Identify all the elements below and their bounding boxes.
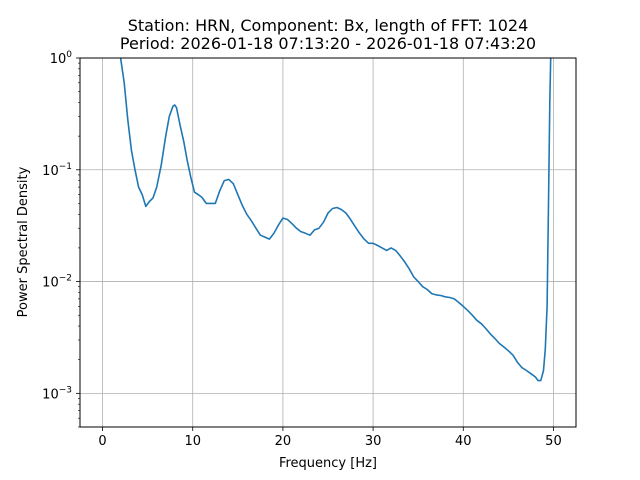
y-tick-exponent: −2 bbox=[59, 274, 72, 284]
y-tick-label: 10−2 bbox=[42, 274, 72, 291]
chart-title-line2: Period: 2026-01-18 07:13:20 - 2026-01-18… bbox=[120, 34, 536, 53]
data-series bbox=[119, 58, 552, 382]
x-axis-label: Frequency [Hz] bbox=[279, 456, 377, 471]
plot-frame bbox=[79, 57, 577, 428]
y-tick-base: 10 bbox=[50, 52, 67, 67]
y-tick-label: 10−1 bbox=[42, 162, 72, 179]
x-tick-label: 50 bbox=[545, 434, 562, 449]
y-axis-label: Power Spectral Density bbox=[16, 166, 31, 317]
y-tick-exponent: −3 bbox=[59, 385, 72, 395]
y-tick-exponent: −1 bbox=[59, 162, 72, 172]
x-tick-label: 20 bbox=[275, 434, 292, 449]
y-tick-label: 10−3 bbox=[42, 385, 72, 402]
psd-series-line bbox=[119, 58, 552, 382]
y-tick-base: 10 bbox=[42, 387, 59, 402]
x-tick-label: 40 bbox=[455, 434, 472, 449]
y-tick-exponent: 0 bbox=[66, 50, 72, 60]
x-tick-label: 10 bbox=[184, 434, 201, 449]
y-tick-base: 10 bbox=[42, 164, 59, 179]
chart-title-line1: Station: HRN, Component: Bx, length of F… bbox=[128, 16, 529, 35]
y-tick-base: 10 bbox=[42, 276, 59, 291]
x-tick-label: 0 bbox=[98, 434, 106, 449]
y-tick-label: 100 bbox=[50, 50, 73, 67]
x-tick-label: 30 bbox=[365, 434, 382, 449]
